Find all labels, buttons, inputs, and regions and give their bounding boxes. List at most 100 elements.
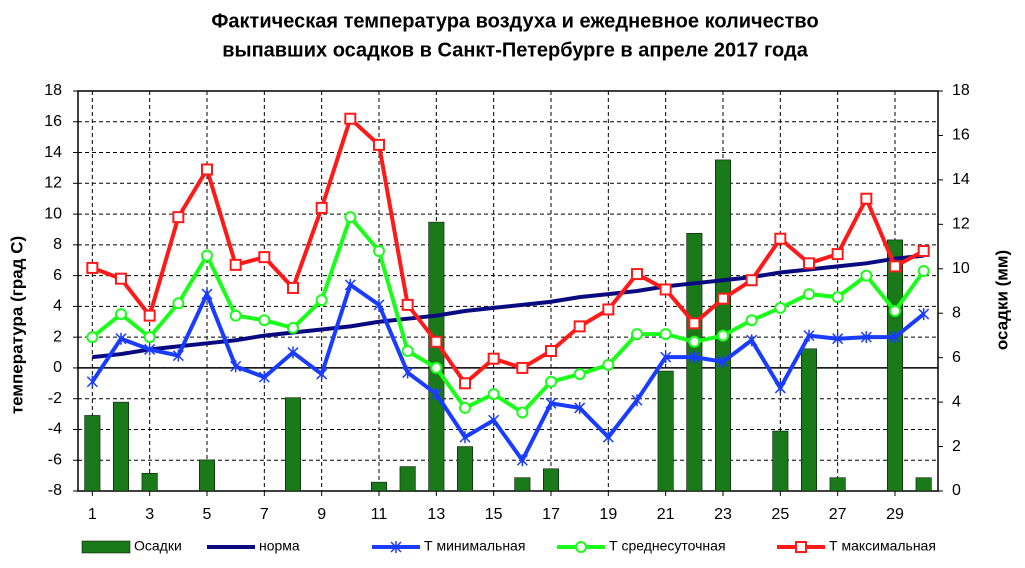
point — [86, 261, 99, 274]
point — [315, 201, 328, 214]
x-tick-label: 23 — [714, 506, 732, 523]
chart-title: выпавших осадков в Санкт-Петербурге в ап… — [222, 39, 809, 61]
bar — [887, 239, 903, 492]
x-tick-label: 9 — [317, 506, 326, 523]
point — [172, 297, 185, 310]
legend-label: Т максимальная — [829, 538, 936, 554]
point — [631, 328, 643, 341]
point — [602, 303, 615, 316]
point — [373, 138, 385, 151]
legend-swatch — [81, 540, 131, 554]
point — [487, 388, 500, 401]
x-tick-label: 7 — [260, 506, 269, 523]
y-tick-label: 0 — [53, 359, 62, 376]
point — [545, 375, 557, 388]
legend-marker — [795, 541, 807, 553]
y2-tick-label: 8 — [952, 304, 961, 321]
point — [803, 329, 815, 342]
legend-marker — [575, 541, 587, 553]
point — [373, 298, 385, 311]
plot-frame — [77, 90, 939, 492]
point — [803, 257, 815, 270]
y2-tick-label: 6 — [952, 349, 961, 366]
point — [717, 355, 729, 368]
line — [92, 253, 924, 360]
point — [86, 375, 98, 388]
point — [430, 361, 443, 374]
point — [344, 211, 357, 224]
point — [745, 314, 758, 327]
legend-label: норма — [259, 538, 300, 554]
point — [430, 335, 443, 348]
point — [660, 351, 672, 364]
y-axis-label: температура (град С) — [7, 236, 26, 414]
bar — [84, 415, 101, 492]
x-tick-label: 11 — [371, 506, 388, 523]
point — [717, 329, 729, 342]
point — [631, 394, 643, 407]
bar — [543, 468, 559, 492]
point — [717, 292, 729, 305]
bar — [141, 472, 158, 492]
bar — [715, 159, 731, 492]
bar — [113, 401, 129, 492]
legend-label: Осадки — [134, 538, 182, 554]
point — [745, 274, 758, 287]
y-tick-label: -8 — [48, 482, 62, 499]
y-tick-label: 16 — [44, 113, 62, 130]
point — [516, 361, 529, 374]
point — [860, 331, 872, 344]
x-tick-label: 21 — [657, 506, 675, 523]
point — [659, 283, 672, 296]
y-tick-label: 12 — [44, 175, 62, 192]
y2-axis-label: осадки (мм) — [992, 250, 1011, 350]
y-tick-label: -6 — [48, 451, 62, 468]
point — [545, 345, 557, 357]
y2-tick-label: 14 — [952, 171, 970, 188]
bar — [428, 221, 445, 492]
point — [115, 308, 127, 321]
x-tick-label: 19 — [599, 506, 617, 523]
point — [315, 294, 328, 307]
point — [258, 371, 270, 384]
point — [573, 368, 586, 381]
y-tick-label: -2 — [48, 390, 62, 407]
point — [201, 288, 213, 301]
y-tick-label: 18 — [44, 82, 62, 99]
y-tick-label: 8 — [53, 236, 62, 253]
point — [746, 334, 758, 347]
x-tick-label: 25 — [771, 506, 789, 523]
point — [344, 278, 356, 291]
point — [545, 397, 557, 410]
point — [631, 268, 643, 281]
bar — [285, 397, 301, 492]
bar — [657, 370, 674, 492]
point — [144, 343, 156, 356]
bar — [829, 477, 846, 492]
bar — [399, 466, 416, 492]
point — [402, 366, 414, 379]
point — [230, 360, 242, 373]
legend-marker — [390, 541, 402, 553]
point — [287, 321, 299, 334]
point — [774, 301, 787, 314]
point — [258, 314, 271, 327]
point — [172, 349, 184, 362]
point — [516, 406, 529, 419]
point — [602, 358, 615, 371]
point — [889, 305, 901, 317]
x-tick-label: 3 — [145, 506, 154, 523]
point — [487, 352, 500, 365]
point — [889, 331, 901, 344]
point — [917, 265, 930, 277]
y2-tick-label: 12 — [952, 216, 970, 233]
y2-tick-label: 16 — [952, 127, 970, 144]
point — [918, 308, 930, 321]
x-tick-label: 13 — [427, 506, 445, 523]
bar — [915, 477, 932, 492]
x-tick-label: 15 — [485, 506, 503, 523]
point — [831, 248, 844, 261]
point — [574, 401, 586, 414]
y2-tick-label: 4 — [952, 393, 961, 410]
